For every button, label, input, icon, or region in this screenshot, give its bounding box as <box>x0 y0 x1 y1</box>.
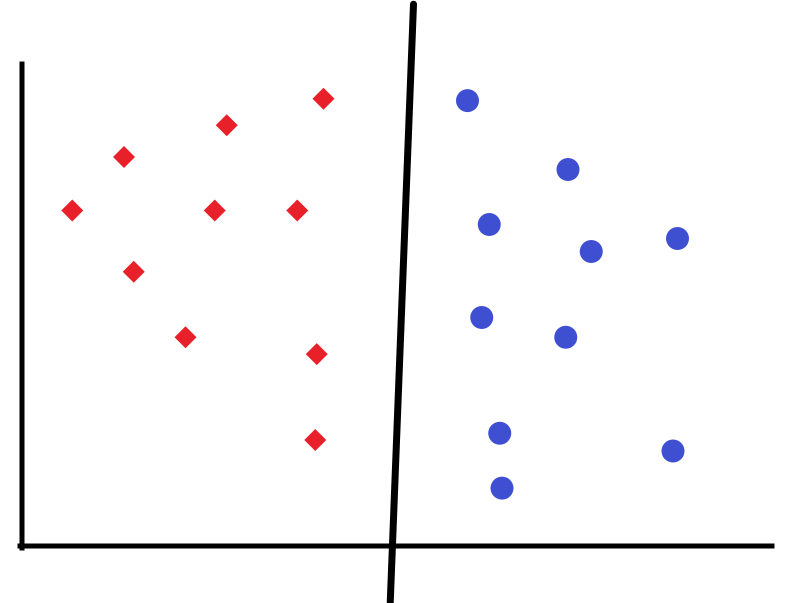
axes <box>17 61 775 551</box>
diamond-point-2 <box>113 146 135 169</box>
diamond-point-4 <box>174 326 197 349</box>
decision-boundary-layer <box>386 0 417 603</box>
circle-point-9 <box>661 439 685 463</box>
diamond-point-3 <box>122 260 145 283</box>
diamond-point-5 <box>203 199 226 222</box>
circle-point-8 <box>488 421 512 445</box>
circle-point-7 <box>554 325 578 349</box>
diamond-point-1 <box>61 199 84 222</box>
diamond-point-6 <box>215 114 238 137</box>
circle-point-5 <box>666 226 689 250</box>
circle-point-4 <box>579 239 603 263</box>
circle-point-1 <box>456 89 479 113</box>
separator-line <box>386 0 417 603</box>
circle-point-2 <box>556 158 580 182</box>
diamond-point-9 <box>305 343 328 366</box>
circle-point-3 <box>477 213 501 237</box>
circle-point-10 <box>490 476 514 500</box>
diamond-point-10 <box>304 428 327 451</box>
data-points <box>61 87 689 500</box>
circle-point-6 <box>470 306 494 330</box>
diamond-point-8 <box>312 87 335 110</box>
diamond-point-7 <box>286 199 309 222</box>
